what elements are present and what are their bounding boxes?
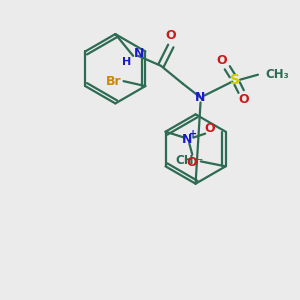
Text: +: + (189, 129, 197, 139)
Text: N: N (195, 91, 206, 104)
Text: N: N (182, 133, 193, 146)
Text: O: O (205, 122, 215, 135)
Text: O: O (239, 93, 249, 106)
Text: Br: Br (106, 75, 122, 88)
Text: H: H (122, 57, 131, 67)
Text: N: N (134, 47, 145, 60)
Text: S: S (230, 73, 240, 87)
Text: O⁻: O⁻ (187, 156, 204, 169)
Text: CH₃: CH₃ (175, 154, 199, 167)
Text: O: O (166, 29, 176, 42)
Text: O: O (216, 54, 226, 67)
Text: CH₃: CH₃ (265, 68, 289, 81)
